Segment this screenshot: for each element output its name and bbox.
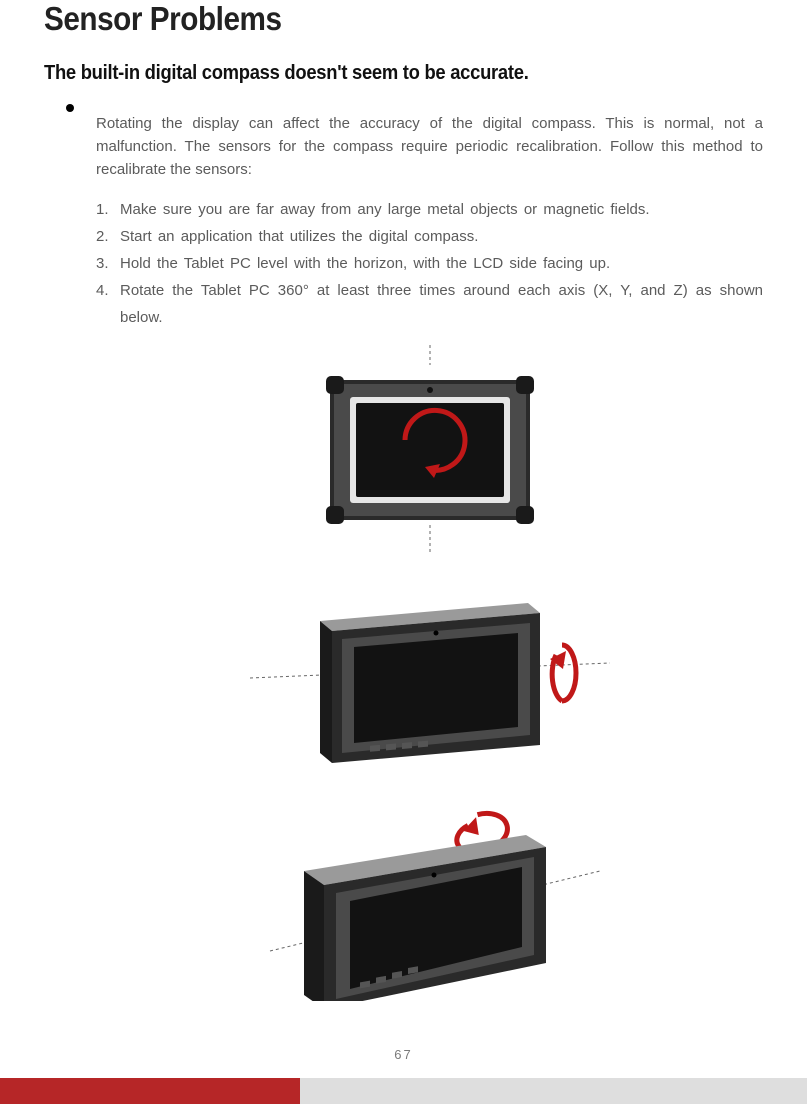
steps-list: 1.Make sure you are far away from any la… xyxy=(96,196,763,331)
section-heading: The built-in digital compass doesn't see… xyxy=(44,62,705,85)
step-item: 2.Start an application that utilizes the… xyxy=(96,223,763,250)
diagram-group xyxy=(96,345,763,1001)
bullet-dot-icon xyxy=(66,104,74,112)
footer-red-block xyxy=(0,1078,300,1104)
step-item: 4.Rotate the Tablet PC 360° at least thr… xyxy=(96,277,763,331)
tablet-z-rotation-icon xyxy=(290,345,570,555)
step-item: 1.Make sure you are far away from any la… xyxy=(96,196,763,223)
tablet-x-rotation-icon xyxy=(250,583,610,773)
page-number: 67 xyxy=(0,1047,807,1062)
bullet-item: Rotating the display can affect the accu… xyxy=(66,97,763,1001)
intro-paragraph: Rotating the display can affect the accu… xyxy=(96,112,763,181)
tablet-y-rotation-icon xyxy=(250,801,610,1001)
step-item: 3.Hold the Tablet PC level with the hori… xyxy=(96,250,763,277)
footer-bar xyxy=(0,1078,807,1104)
body: Rotating the display can affect the accu… xyxy=(44,97,763,1001)
page-title: Sensor Problems xyxy=(44,0,691,38)
document-page: Sensor Problems The built-in digital com… xyxy=(0,0,807,1104)
